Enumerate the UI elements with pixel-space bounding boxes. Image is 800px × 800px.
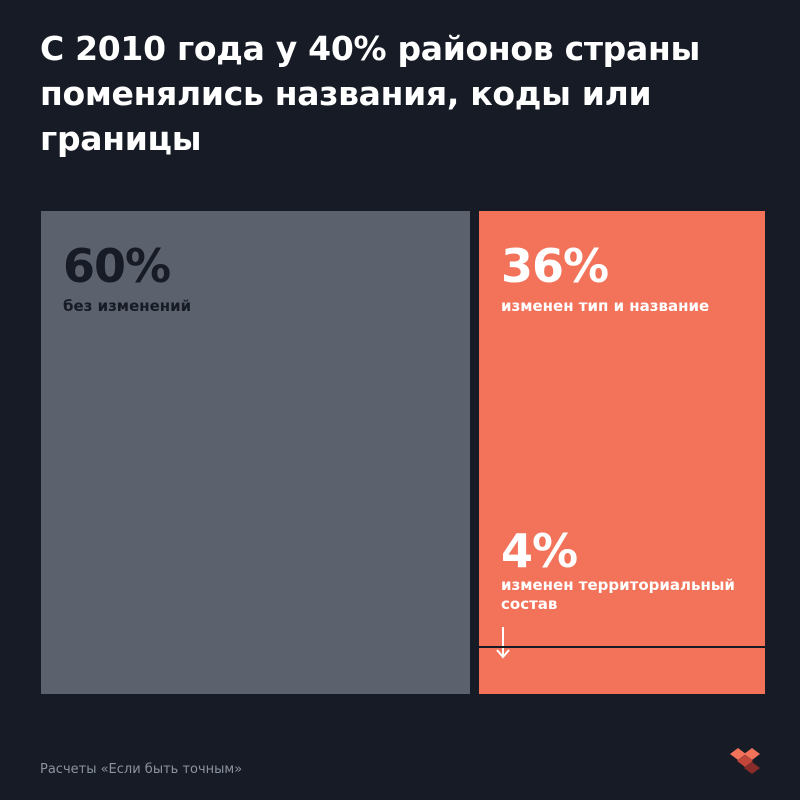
segment-unchanged: 60% без изменений [41,211,470,694]
segment-territory-changed [479,645,765,648]
segment-unchanged-value: 60% [63,239,171,293]
segment-territory-changed-label: изменен территориальный состав [501,575,735,613]
segment-type-and-name-changed-value: 36% [501,239,609,293]
segment-type-and-name-changed-label: изменен тип и название [501,297,710,315]
chart-title: С 2010 года у 40% районов страны поменял… [40,29,700,158]
source-credit: Расчеты «Если быть точным» [40,762,243,777]
esli-byt-tochnym-logo-icon [730,748,760,774]
segment-type-and-name-changed: 36% изменен тип и название 4% изменен те… [479,211,765,694]
segment-territory-changed-value: 4% [501,523,578,578]
segment-unchanged-label: без изменений [63,297,192,315]
arrow-down-icon [496,626,510,659]
